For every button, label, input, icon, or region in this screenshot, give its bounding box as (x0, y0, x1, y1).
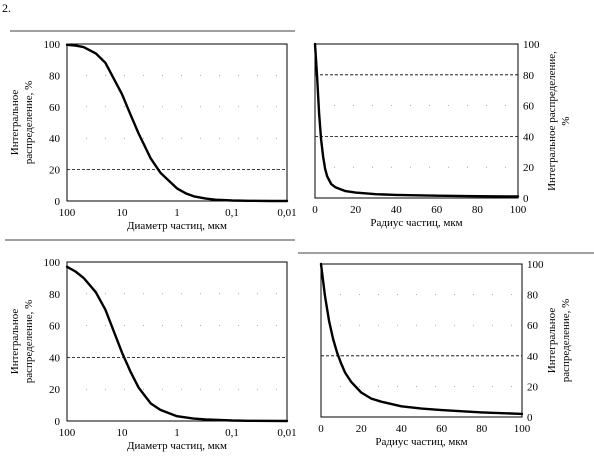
y-tick-label: 100 (44, 39, 61, 51)
plot-frame (66, 43, 288, 202)
y-tick-label: 60 (523, 101, 535, 113)
y-axis-title: Интегральное (9, 309, 21, 375)
y-axis-title: Интегральное распределение, (546, 51, 558, 191)
y-tick-label: 20 (523, 162, 535, 174)
plot-frame (66, 261, 288, 422)
x-tick-label: 100 (59, 427, 76, 439)
y-axis-title: % (560, 116, 572, 125)
x-tick-label: 100 (59, 207, 76, 219)
y-tick-label: 20 (49, 384, 61, 396)
y-tick-label: 0 (55, 196, 61, 208)
y-axis-title: распределение, % (560, 299, 572, 383)
distribution-curve (319, 262, 524, 416)
x-tick-label: 80 (472, 204, 484, 216)
x-axis-title: Радиус частиц, мкм (370, 217, 462, 229)
x-tick-label: 60 (431, 204, 443, 216)
x-tick-label: 0,01 (277, 207, 296, 219)
x-tick-label: 10 (117, 427, 129, 439)
y-tick-label: 80 (523, 70, 535, 82)
y-axis-title: Интегральное (9, 90, 21, 156)
y-tick-label: 0 (55, 416, 61, 428)
figure-label: 2. (2, 1, 11, 15)
x-tick-label: 60 (436, 423, 448, 435)
y-tick-label: 100 (527, 259, 544, 271)
y-axis-title: Интегральное (546, 308, 558, 374)
y-tick-label: 40 (523, 131, 535, 143)
x-tick-label: 0,1 (225, 427, 239, 439)
distribution-curve (65, 265, 289, 423)
x-tick-label: 80 (476, 423, 488, 435)
plot-frame (314, 43, 519, 199)
y-tick-label: 60 (527, 320, 539, 332)
y-tick-label: 20 (49, 165, 61, 177)
x-tick-label: 0,01 (277, 427, 296, 439)
y-tick-label: 0 (527, 412, 533, 424)
distribution-curve (313, 42, 520, 198)
y-tick-label: 40 (527, 351, 539, 363)
x-tick-label: 100 (514, 423, 531, 435)
x-tick-label: 1 (174, 427, 180, 439)
y-tick-label: 100 (44, 257, 61, 269)
y-tick-label: 0 (523, 193, 529, 205)
y-tick-label: 20 (527, 381, 539, 393)
y-axis-title: распределение, % (23, 300, 35, 384)
y-tick-label: 80 (49, 70, 61, 82)
x-tick-label: 1 (174, 207, 180, 219)
x-tick-label: 10 (117, 207, 129, 219)
y-tick-label: 100 (523, 39, 540, 51)
y-axis-title: распределение, % (23, 81, 35, 165)
x-tick-label: 40 (391, 204, 403, 216)
distribution-curve (65, 43, 289, 203)
x-axis-title: Диаметр частиц, мкм (127, 440, 227, 452)
x-tick-label: 20 (350, 204, 362, 216)
x-tick-label: 20 (356, 423, 368, 435)
x-tick-label: 0,1 (225, 207, 239, 219)
y-tick-label: 40 (49, 133, 61, 145)
chart-diameter-bottom: 100 10 1 0,1 0,01 0 20 40 60 80 100 Диаметр частиц,… (9, 257, 297, 452)
chart-diameter-top: 100 10 1 0,1 0,01 0 20 40 60 80 100 Диаметр частиц,… (9, 39, 297, 232)
x-tick-label: 40 (396, 423, 408, 435)
x-tick-label: 0 (312, 204, 318, 216)
y-tick-label: 60 (49, 102, 61, 114)
x-axis-title: Радиус частиц, мкм (375, 436, 467, 448)
y-tick-label: 80 (527, 290, 539, 302)
plot-frame (320, 263, 523, 418)
y-tick-label: 80 (49, 289, 61, 301)
y-tick-label: 40 (49, 352, 61, 364)
x-tick-label: 100 (510, 204, 527, 216)
x-tick-label: 0 (318, 423, 324, 435)
y-tick-label: 60 (49, 321, 61, 333)
x-axis-title: Диаметр частиц, мкм (127, 220, 227, 232)
